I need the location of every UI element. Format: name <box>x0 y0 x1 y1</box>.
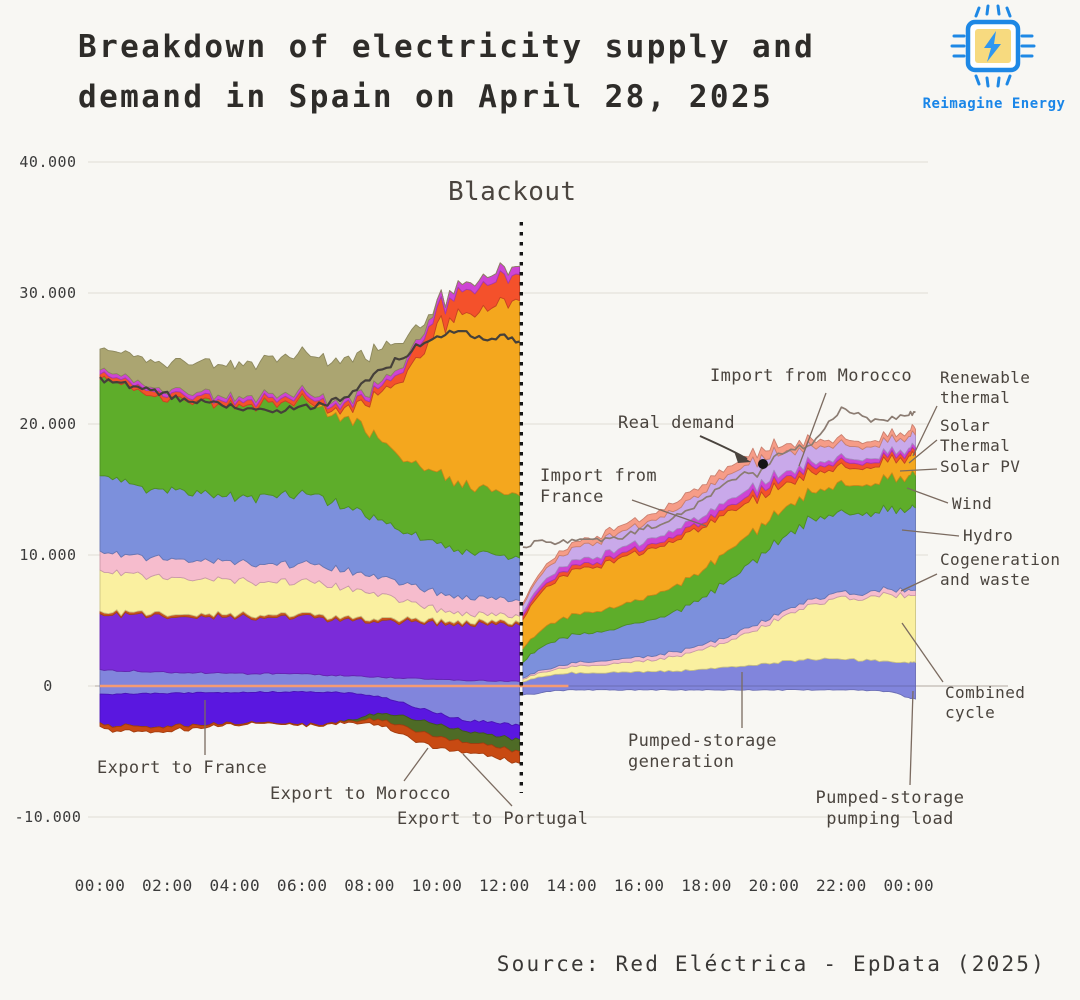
real-demand-dot <box>758 459 768 469</box>
pointer-import-france <box>631 499 707 527</box>
area-olive-band-unlabeled-pre <box>99 262 521 406</box>
reimagine-energy-logo-icon <box>950 4 1036 88</box>
pointer-solar-pv <box>899 468 938 472</box>
real-demand-line-post <box>522 406 916 549</box>
real-demand-arrowhead <box>734 451 751 463</box>
logo-rays <box>950 4 1036 88</box>
pointer-export-portugal <box>462 753 513 807</box>
pointer-cogeneration <box>900 573 938 592</box>
area-import-from-morocco-post <box>522 424 916 606</box>
pointer-solar-thermal <box>908 439 938 464</box>
page-title-line2: demand in Spain on April 28, 2025 <box>78 79 774 115</box>
pointer-hydro <box>901 529 960 537</box>
page-title-line1: Breakdown of electricity supply and <box>78 29 816 65</box>
pointer-renewable-thermal <box>912 405 938 457</box>
page-title: Breakdown of electricity supply and dema… <box>78 22 898 122</box>
source-credit: Source: Red Eléctrica - EpData (2025) <box>496 952 1046 976</box>
lightning-bolt-icon <box>984 31 1001 62</box>
pointer-pumping-load <box>909 690 914 786</box>
logo-caption: Reimagine Energy <box>922 96 1066 112</box>
real-demand-arrow <box>699 435 748 460</box>
area-pumped-storage-pumping-load-post <box>522 685 916 700</box>
pointer-combined-cycle <box>901 622 944 683</box>
pointer-export-morocco <box>403 747 429 782</box>
pointer-wind <box>906 487 949 504</box>
pointer-import-morocco <box>798 392 827 467</box>
real-demand-line-pre <box>99 329 520 414</box>
